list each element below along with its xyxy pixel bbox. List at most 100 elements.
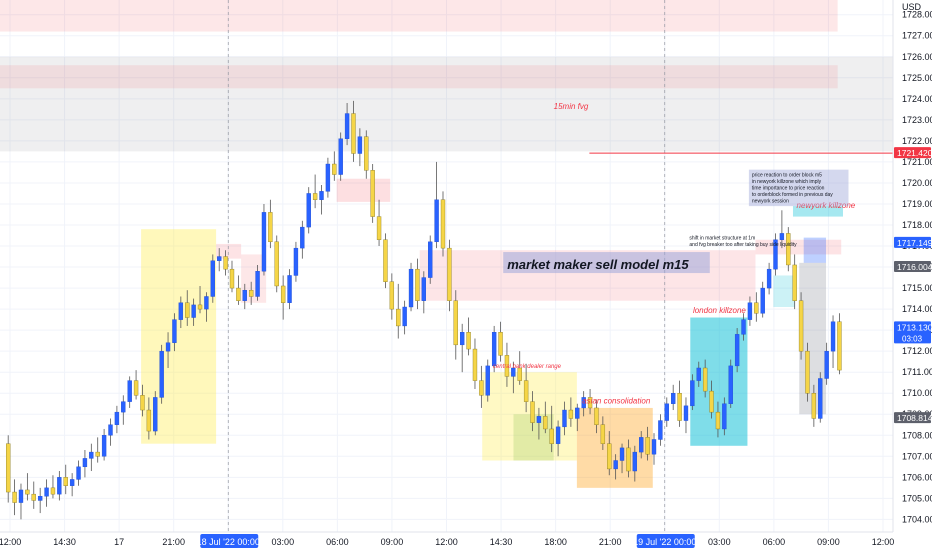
candle[interactable] <box>830 315 836 368</box>
candle[interactable] <box>121 395 126 425</box>
candle[interactable] <box>312 174 318 209</box>
candle[interactable] <box>664 397 669 427</box>
time-axis[interactable]: 12:00 14:30 17 21:00 18 Jul '22 00:00 03:00 06… <box>0 531 932 550</box>
candle[interactable] <box>702 359 708 398</box>
candle[interactable] <box>818 372 823 423</box>
candle[interactable] <box>779 210 785 249</box>
candle[interactable] <box>511 361 516 394</box>
candle[interactable] <box>18 483 24 520</box>
candle[interactable] <box>747 296 753 326</box>
candle[interactable] <box>351 100 356 162</box>
candle[interactable] <box>760 281 765 318</box>
candle[interactable] <box>236 275 241 305</box>
candle[interactable] <box>734 328 740 373</box>
candle[interactable] <box>479 365 484 408</box>
candle[interactable] <box>229 260 235 293</box>
candle[interactable] <box>798 292 804 360</box>
candle[interactable] <box>607 431 612 476</box>
candle[interactable] <box>715 401 721 438</box>
candle[interactable] <box>651 433 657 465</box>
candle[interactable] <box>811 384 817 427</box>
candle[interactable] <box>44 479 49 507</box>
candle[interactable] <box>523 363 529 413</box>
candle[interactable] <box>440 191 446 257</box>
candle[interactable] <box>293 241 299 282</box>
candle[interactable] <box>575 403 580 432</box>
candle[interactable] <box>658 414 663 446</box>
candle[interactable] <box>741 313 746 341</box>
candle[interactable] <box>191 298 196 326</box>
candle[interactable] <box>619 443 625 474</box>
candle[interactable] <box>447 239 452 312</box>
candle[interactable] <box>383 233 388 289</box>
candle[interactable] <box>773 233 778 276</box>
candle[interactable] <box>530 391 535 432</box>
candle[interactable] <box>37 487 43 514</box>
candle[interactable] <box>248 281 254 305</box>
candle[interactable] <box>332 151 337 181</box>
candle[interactable] <box>594 399 599 434</box>
candle[interactable] <box>101 428 107 461</box>
candle[interactable] <box>338 132 343 181</box>
candle[interactable] <box>57 471 62 501</box>
candle[interactable] <box>76 460 81 486</box>
candle[interactable] <box>12 479 17 516</box>
candle[interactable] <box>344 103 350 146</box>
candle[interactable] <box>485 359 490 402</box>
candle[interactable] <box>491 325 497 373</box>
candle[interactable] <box>376 199 382 247</box>
candle[interactable] <box>766 262 772 295</box>
candle[interactable] <box>792 254 797 310</box>
candle[interactable] <box>568 397 574 427</box>
candle[interactable] <box>108 418 113 446</box>
candle[interactable] <box>421 271 426 314</box>
candle[interactable] <box>709 380 714 419</box>
candle[interactable] <box>536 407 542 440</box>
candle[interactable] <box>626 439 631 478</box>
candle[interactable] <box>805 342 810 402</box>
candle[interactable] <box>415 258 420 310</box>
candle[interactable] <box>549 405 554 453</box>
candle[interactable] <box>306 187 311 234</box>
candle[interactable] <box>498 321 503 362</box>
candles-layer[interactable] <box>6 100 842 520</box>
candle[interactable] <box>300 220 305 259</box>
candle[interactable] <box>562 401 567 436</box>
candle[interactable] <box>402 300 407 335</box>
candle[interactable] <box>95 437 100 463</box>
candle[interactable] <box>600 416 606 450</box>
candle[interactable] <box>459 323 465 373</box>
candle[interactable] <box>722 397 727 436</box>
candle[interactable] <box>165 332 171 368</box>
candle[interactable] <box>172 313 177 352</box>
candle[interactable] <box>824 342 829 385</box>
candle[interactable] <box>255 264 260 301</box>
candle[interactable] <box>146 397 152 440</box>
candle[interactable] <box>133 370 139 400</box>
candle[interactable] <box>287 269 292 310</box>
candle[interactable] <box>197 285 203 314</box>
candle[interactable] <box>453 290 458 360</box>
candle[interactable] <box>185 290 190 326</box>
candle[interactable] <box>613 454 618 480</box>
candle[interactable] <box>434 161 439 249</box>
candle[interactable] <box>357 128 363 167</box>
candle[interactable] <box>683 397 689 434</box>
candle[interactable] <box>114 405 120 434</box>
candle[interactable] <box>581 391 586 417</box>
candle[interactable] <box>25 473 30 501</box>
candle[interactable] <box>408 262 414 312</box>
candle[interactable] <box>261 203 267 276</box>
candle[interactable] <box>89 443 94 472</box>
candle[interactable] <box>153 391 158 436</box>
candle[interactable] <box>837 313 842 375</box>
candle[interactable] <box>504 342 510 387</box>
candle[interactable] <box>632 445 638 482</box>
candle[interactable] <box>140 384 145 417</box>
candle[interactable] <box>696 361 701 387</box>
candle[interactable] <box>364 130 369 179</box>
candle[interactable] <box>268 199 273 249</box>
candle[interactable] <box>677 380 682 427</box>
